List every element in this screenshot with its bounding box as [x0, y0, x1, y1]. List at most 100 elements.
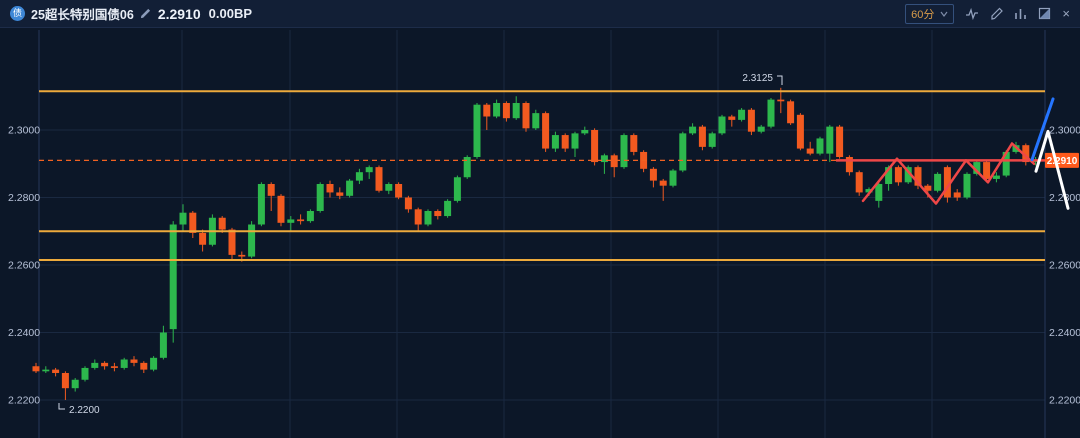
candle-up: [875, 184, 883, 201]
red-zigzag-trendline: [861, 142, 1036, 205]
candle-down: [943, 167, 951, 198]
close-icon[interactable]: ×: [1062, 6, 1070, 21]
candle-down: [130, 359, 138, 363]
timeframe-dropdown[interactable]: 60分: [905, 3, 955, 24]
price-annotation: 2.3125: [742, 73, 773, 84]
candle-down: [502, 103, 510, 119]
candle-down: [542, 113, 550, 149]
candle-down: [914, 167, 922, 186]
price-annotation: 2.2200: [69, 405, 100, 416]
candle-up: [718, 116, 726, 134]
candle-up: [963, 173, 971, 198]
candle-up: [679, 133, 687, 171]
candle-down: [836, 126, 844, 157]
candle-down: [61, 373, 69, 389]
instrument-title: 25超长特别国债06: [31, 8, 134, 22]
candle-up: [581, 130, 589, 134]
candle-up: [708, 133, 716, 147]
candle-down: [747, 109, 755, 132]
price-tick-right: 2.2400: [1049, 327, 1080, 339]
candle-down: [855, 172, 863, 193]
candle-down: [522, 103, 530, 129]
candle-up: [826, 126, 834, 154]
candle-down: [395, 184, 403, 198]
candle-up: [316, 184, 324, 211]
candle-down: [277, 195, 285, 223]
candle-up: [287, 219, 295, 223]
bond-symbol-icon: 债: [10, 6, 25, 21]
current-price-badge-text: 2.2910: [1047, 156, 1078, 167]
candle-down: [297, 219, 305, 222]
edit-pencil-icon[interactable]: [140, 8, 151, 19]
candle-up: [365, 167, 373, 173]
candle-up: [248, 224, 256, 257]
candle-up: [355, 172, 363, 181]
candle-down: [267, 184, 275, 196]
candle-up: [532, 113, 540, 129]
price-tick-right: 2.3000: [1049, 125, 1080, 137]
candle-up: [169, 224, 177, 330]
price-tick-right: 2.2200: [1049, 395, 1080, 407]
chart-style-icon[interactable]: [1014, 7, 1027, 20]
last-price: 2.2910: [157, 5, 201, 22]
candle-up: [257, 184, 265, 225]
candle-up: [738, 109, 746, 120]
candle-down: [845, 157, 853, 173]
candle-up: [120, 359, 128, 368]
candle-down: [796, 114, 804, 149]
candle-down: [326, 184, 334, 193]
layout-icon[interactable]: [1038, 7, 1051, 20]
candle-up: [81, 367, 89, 380]
annotation-arrow: [777, 75, 783, 85]
candle-down: [434, 211, 442, 217]
candle-up: [424, 211, 432, 225]
candle-up: [885, 167, 893, 184]
candle-up: [757, 126, 765, 132]
candle-up: [571, 133, 579, 149]
candle-down: [336, 192, 344, 196]
candle-up: [463, 157, 471, 178]
candle-down: [189, 212, 197, 233]
white-trendline: [1034, 129, 1070, 210]
candle-down: [787, 101, 795, 124]
candle-down: [610, 155, 618, 168]
candle-down: [140, 362, 148, 370]
candle-down: [698, 126, 706, 147]
candle-down: [649, 168, 657, 181]
candle-down: [32, 366, 40, 372]
candle-up: [689, 126, 697, 134]
indicator-icon[interactable]: [965, 7, 979, 20]
draw-tool-icon[interactable]: [990, 7, 1004, 20]
candle-down: [1022, 145, 1030, 163]
candle-up: [493, 103, 501, 117]
candle-up: [473, 104, 481, 157]
candle-up: [816, 138, 824, 154]
candle-down: [101, 362, 109, 367]
candle-down: [228, 229, 236, 255]
price-tick-right: 2.2600: [1049, 260, 1080, 272]
candle-down: [728, 116, 736, 120]
chevron-down-icon: [940, 11, 948, 17]
candle-down: [238, 254, 246, 257]
candle-up: [551, 135, 559, 149]
candle-down: [591, 130, 599, 163]
candle-up: [669, 170, 677, 186]
candle-up: [904, 167, 912, 183]
candle-up: [150, 357, 158, 370]
candle-up: [934, 173, 942, 191]
candle-up: [91, 362, 99, 368]
chart-window-header: 债 25超长特别国债06 2.2910 0.00BP 60分: [0, 0, 1080, 28]
candle-up: [453, 177, 461, 201]
candle-up: [71, 379, 79, 389]
candle-down: [110, 366, 118, 368]
candle-up: [42, 369, 50, 372]
candle-up: [973, 162, 981, 174]
price-change-bp: 0.00BP: [208, 6, 253, 21]
candle-down: [483, 104, 491, 117]
candle-down: [953, 192, 961, 198]
candle-down: [924, 185, 932, 191]
candle-down: [199, 232, 207, 245]
price-tick-left: 2.2400: [8, 327, 40, 339]
